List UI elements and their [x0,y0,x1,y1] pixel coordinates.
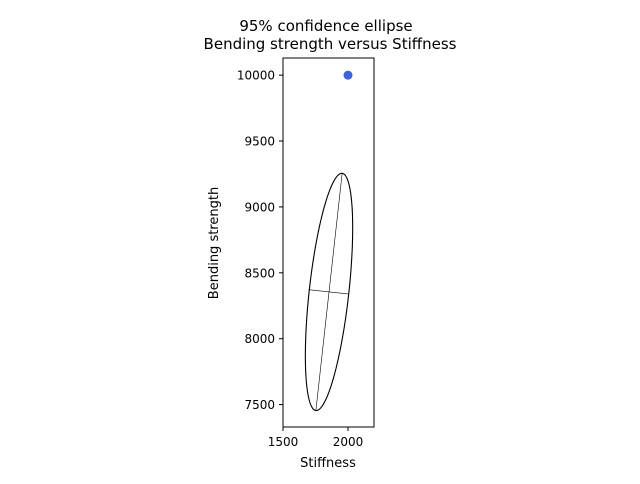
axes-frame [282,57,375,428]
confidence-ellipse [304,172,354,412]
y-axis-label: Bending strength [207,187,222,299]
ellipse-minor-axis [308,289,349,295]
chart-title-line1: 95% confidence ellipse [239,17,412,35]
plot-area: 1500 2000 7500 8000 8500 9000 9500 10000 [237,57,375,449]
y-tick-label: 7500 [244,398,275,412]
data-point [343,70,353,80]
y-tick-label: 9500 [244,135,275,149]
x-axis-label: Stiffness [300,456,356,471]
y-tick-label: 10000 [237,69,275,83]
y-tick-label: 8500 [244,266,275,280]
x-tick-label: 2000 [333,435,364,449]
y-tick-label: 8000 [244,332,275,346]
y-tick-label: 9000 [244,200,275,214]
chart-title-line2: Bending strength versus Stiffness [204,35,457,53]
x-tick-label: 1500 [268,435,299,449]
